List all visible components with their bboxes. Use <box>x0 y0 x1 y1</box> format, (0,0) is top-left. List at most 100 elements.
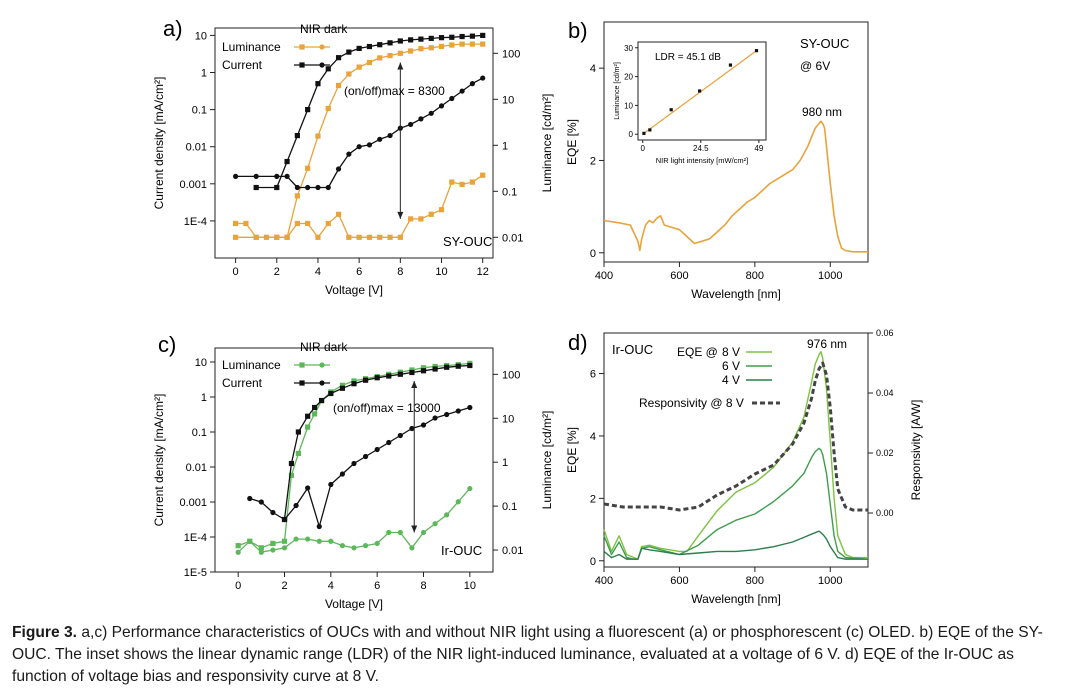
data-point <box>315 234 321 240</box>
data-point <box>377 136 383 142</box>
inset-data-point <box>728 63 733 67</box>
data-point <box>459 181 465 187</box>
data-point <box>420 422 427 428</box>
data-point <box>428 45 434 51</box>
data-point <box>335 55 342 61</box>
data-point <box>346 151 352 157</box>
x-tick-label: 6 <box>356 266 362 278</box>
data-point <box>284 173 290 179</box>
data-point <box>351 545 357 551</box>
data-point <box>294 193 300 199</box>
x-axis-label: Wavelength [nm] <box>691 592 781 606</box>
data-point <box>418 216 424 222</box>
data-point <box>335 82 342 89</box>
data-point <box>418 36 424 42</box>
data-point <box>408 216 414 222</box>
y-axis-label: Luminance [cd/m²] <box>540 411 554 510</box>
data-point <box>469 81 476 87</box>
device-label: SY-OUC <box>800 36 849 51</box>
data-point <box>328 390 334 397</box>
data-point <box>420 368 427 374</box>
inset-ldr: 0 24.5 49 0 10 20 30 NIR light intensity [mW/cm… <box>614 41 767 165</box>
data-point <box>281 516 288 523</box>
x-tick-label: 600 <box>670 270 688 282</box>
x-tick-label: 2 <box>281 580 287 592</box>
data-point <box>397 50 403 56</box>
legend: NIR dark Luminance Current <box>222 22 348 72</box>
series-line <box>256 34 483 189</box>
data-point <box>362 453 369 460</box>
data-point <box>362 543 369 549</box>
data-point <box>232 234 239 240</box>
data-point <box>274 173 280 179</box>
x-tick-label: 10 <box>464 580 476 592</box>
y2-tick-label: 1 <box>502 457 508 469</box>
data-point <box>408 121 414 128</box>
x-tick-label: 800 <box>746 575 764 587</box>
legend-marker <box>319 44 325 50</box>
data-point <box>356 64 362 70</box>
data-point <box>409 369 415 376</box>
data-point <box>339 385 346 391</box>
data-point <box>469 33 476 39</box>
data-point <box>293 536 299 542</box>
series-line <box>235 174 484 238</box>
data-point <box>253 234 259 240</box>
series-current-nir <box>281 362 473 523</box>
series-line <box>235 43 483 238</box>
inset-x-tick-label: 49 <box>754 144 763 153</box>
data-point <box>243 220 249 227</box>
data-point <box>247 495 253 502</box>
series-current-nir <box>253 32 486 191</box>
data-point <box>459 88 465 94</box>
y-tick-label: 0 <box>590 248 596 260</box>
legend-label: Responsivity @ 8 V <box>639 396 744 410</box>
panel-a: a) 0 2 4 6 8 10 12 10 1 0.1 0.01 0.001 1E-4 100 10 1 0.1 0… <box>152 16 554 297</box>
data-point <box>469 41 476 47</box>
legend: EQE @ 8 V6 V4 V Responsivity @ 8 V <box>639 345 780 410</box>
onoff-annotation: (on/off)max = 8300 <box>344 84 445 98</box>
figure-3: a)0 2 4 6 8 10 121010.10.010.0011E-41001010.10… <box>152 16 923 611</box>
data-point <box>397 371 403 377</box>
data-point <box>270 547 276 553</box>
data-point <box>387 53 393 59</box>
series-luminance-dark <box>232 172 486 240</box>
plot-frame <box>214 27 494 259</box>
data-point <box>258 545 264 551</box>
data-point <box>281 545 288 551</box>
series-luminance-nir <box>232 41 486 240</box>
data-point <box>247 538 253 544</box>
panel-d: d) 400 600 800 1000 0 2 4 6 0.00 0.02 0.04 0.06 Wavel… <box>565 328 923 606</box>
data-point <box>305 165 311 171</box>
data-point <box>339 382 346 388</box>
data-point <box>459 33 465 40</box>
data-point <box>455 408 461 414</box>
y-tick-label: 0 <box>590 556 596 568</box>
x-tick-label: 400 <box>595 270 613 282</box>
data-point <box>480 75 486 81</box>
x-tick-label: 600 <box>670 575 688 587</box>
x-tick-label: 12 <box>477 266 489 278</box>
y-tick-label: 0.01 <box>186 142 207 154</box>
y-tick-label: 0.001 <box>179 497 207 509</box>
data-point <box>467 362 473 369</box>
data-point <box>362 377 369 383</box>
data-point <box>397 529 403 536</box>
data-point <box>339 471 346 477</box>
y2-tick-label: 100 <box>502 369 520 381</box>
data-point <box>374 540 380 547</box>
data-point <box>315 184 321 191</box>
data-point <box>449 42 455 48</box>
legend-label: 6 V <box>722 359 740 373</box>
data-point <box>305 485 311 491</box>
data-point <box>480 172 486 178</box>
x-tick-label: 4 <box>315 266 321 278</box>
data-point <box>418 116 424 122</box>
data-point <box>444 364 450 370</box>
y2-tick-label: 0.1 <box>502 501 517 513</box>
y-tick-label: 0.01 <box>186 462 207 474</box>
data-point <box>449 95 455 102</box>
legend: NIR dark Luminance Current <box>222 340 348 390</box>
data-point <box>467 404 473 411</box>
x-tick-label: 1000 <box>818 270 842 282</box>
